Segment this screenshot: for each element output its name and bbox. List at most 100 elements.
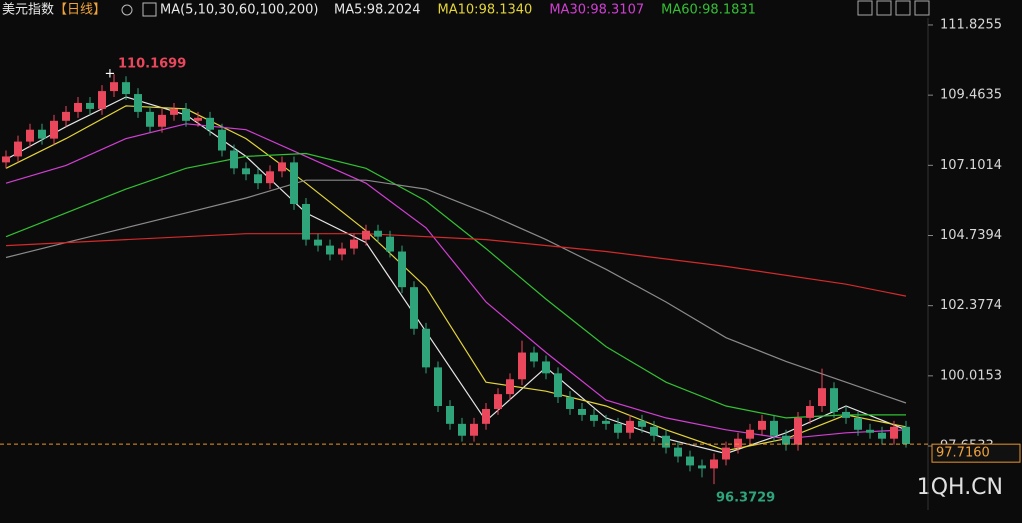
candle-body <box>770 420 778 436</box>
y-tick-label: 109.4635 <box>940 88 1002 103</box>
candle-body <box>674 447 682 457</box>
ma-header: MA(5,10,30,60,100,200) <box>160 3 318 18</box>
candle-body <box>818 388 826 407</box>
candle-body <box>602 420 610 424</box>
candle-body <box>710 459 718 469</box>
candle-body <box>86 102 94 109</box>
low-label: 96.3729 <box>716 491 775 506</box>
candle-body <box>890 426 898 439</box>
candle-body <box>290 162 298 204</box>
legend-entry: MA30:98.3107 <box>549 3 644 18</box>
candle-body <box>38 129 46 139</box>
settings-icon[interactable] <box>121 4 133 16</box>
candle-body <box>578 408 586 415</box>
candle-body <box>386 236 394 252</box>
candle-body <box>530 352 538 362</box>
candle-body <box>854 417 862 430</box>
candle-body <box>254 174 262 184</box>
candle-body <box>302 203 310 240</box>
candle-body <box>482 408 490 424</box>
legend-entry: MA5:98.2024 <box>334 3 421 18</box>
candle-body <box>170 108 178 115</box>
ma-line <box>5 179 907 404</box>
candle-body <box>158 114 166 127</box>
ma-line <box>5 96 907 455</box>
candle-body <box>614 423 622 433</box>
candle-body <box>842 411 850 418</box>
candle-body <box>542 361 550 374</box>
candle-body <box>134 94 142 112</box>
ma-line <box>5 152 906 419</box>
candle-body <box>638 420 646 427</box>
ma-line <box>5 123 907 440</box>
ma-line <box>5 233 907 297</box>
candle-body <box>446 406 454 424</box>
candle-body <box>518 352 526 380</box>
candle-body <box>62 111 70 121</box>
candle-body <box>566 397 574 409</box>
high-marker: + <box>105 67 116 82</box>
chart-title: 美元指数 <box>2 3 54 18</box>
candle-body <box>182 108 190 121</box>
tool-button[interactable] <box>914 0 930 16</box>
last-price-label: 97.7160 <box>936 446 990 461</box>
candle-body <box>434 367 442 407</box>
candle-body <box>650 426 658 436</box>
candle-body <box>266 171 274 184</box>
candle-body <box>50 120 58 139</box>
candle-body <box>590 414 598 421</box>
candle-body <box>338 248 346 255</box>
y-tick-label: 111.8255 <box>940 17 1002 32</box>
ma-line <box>5 105 907 452</box>
period: 【日线】 <box>54 3 106 18</box>
candle-body <box>146 111 154 127</box>
y-tick-label: 104.7394 <box>940 228 1002 243</box>
candle-body <box>2 156 10 163</box>
candle-body <box>374 230 382 237</box>
last-price-box <box>931 443 1021 463</box>
candle-body <box>278 162 286 172</box>
candle-body <box>746 429 754 439</box>
candle-body <box>830 388 838 412</box>
candle-body <box>686 456 694 466</box>
candle-body <box>350 239 358 249</box>
candle-body <box>410 287 418 329</box>
candle-body <box>758 420 766 430</box>
candle-body <box>794 417 802 445</box>
candle-body <box>110 82 118 92</box>
candle-body <box>218 129 226 151</box>
candle-body <box>902 426 910 445</box>
candle-body <box>194 117 202 121</box>
candle-body <box>326 245 334 255</box>
tool-button[interactable] <box>876 0 892 16</box>
candle-body <box>878 432 886 439</box>
candle-body <box>230 150 238 169</box>
candle-body <box>206 117 214 130</box>
candle-body <box>470 423 478 436</box>
candle-body <box>74 102 82 112</box>
candle-body <box>14 141 22 157</box>
candle-body <box>242 168 250 175</box>
candle-body <box>506 379 514 395</box>
high-label: 110.1699 <box>118 57 186 72</box>
candle-body <box>866 429 874 433</box>
tool-button[interactable] <box>857 0 873 16</box>
candle-body <box>422 328 430 368</box>
legend-entry: MA60:98.1831 <box>661 3 756 18</box>
candle-body <box>554 373 562 398</box>
candle-body <box>26 129 34 142</box>
candle-body <box>122 82 130 95</box>
candle-body <box>806 406 814 418</box>
candle-body <box>98 91 106 109</box>
candle-body <box>494 394 502 409</box>
candle-body <box>782 435 790 445</box>
candle-body <box>398 251 406 288</box>
tool-button[interactable] <box>895 0 911 16</box>
candle-body <box>362 230 370 240</box>
y-tick-label: 100.0153 <box>940 368 1002 383</box>
watermark: 1QH.CN <box>917 475 1003 500</box>
y-tick-label: 102.3774 <box>940 298 1002 313</box>
toolbar <box>857 0 930 16</box>
ma-icon[interactable] <box>142 2 157 17</box>
